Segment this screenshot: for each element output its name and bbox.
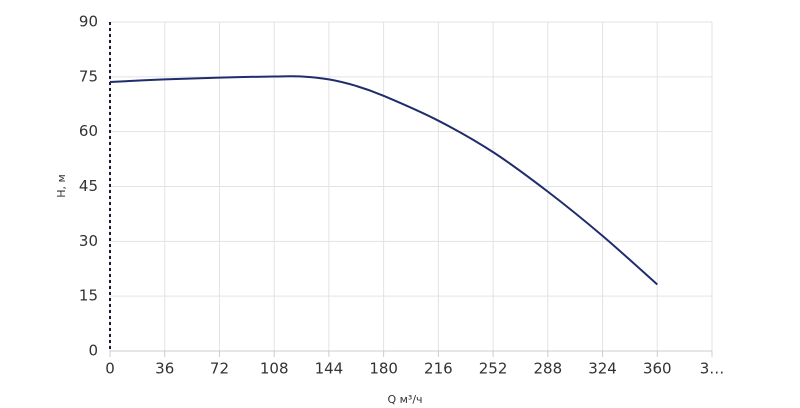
y-tick-label: 30 xyxy=(79,232,98,250)
x-axis-title: Q м³/ч xyxy=(387,393,422,406)
x-tick-label: 72 xyxy=(210,360,229,378)
x-tick-label: 0 xyxy=(105,360,115,378)
x-tick-label: 360 xyxy=(643,360,672,378)
x-tick-label: 180 xyxy=(369,360,398,378)
x-tick-label: 324 xyxy=(588,360,617,378)
x-tick-label: 3… xyxy=(700,360,725,378)
y-axis-title: H, м xyxy=(55,174,68,198)
line-series xyxy=(109,75,658,286)
x-tick-label: 108 xyxy=(260,360,289,378)
x-tick-label: 288 xyxy=(533,360,562,378)
x-tick-label: 252 xyxy=(479,360,508,378)
y-tick-label: 90 xyxy=(79,13,98,31)
x-tick-label: 144 xyxy=(315,360,344,378)
y-tick-label: 0 xyxy=(88,342,98,360)
y-tick-label: 45 xyxy=(79,177,98,195)
x-tick-label: 36 xyxy=(155,360,174,378)
x-tick-label: 216 xyxy=(424,360,453,378)
y-tick-label: 60 xyxy=(79,122,98,140)
y-tick-label: 15 xyxy=(79,287,98,305)
y-tick-label: 75 xyxy=(79,67,98,85)
